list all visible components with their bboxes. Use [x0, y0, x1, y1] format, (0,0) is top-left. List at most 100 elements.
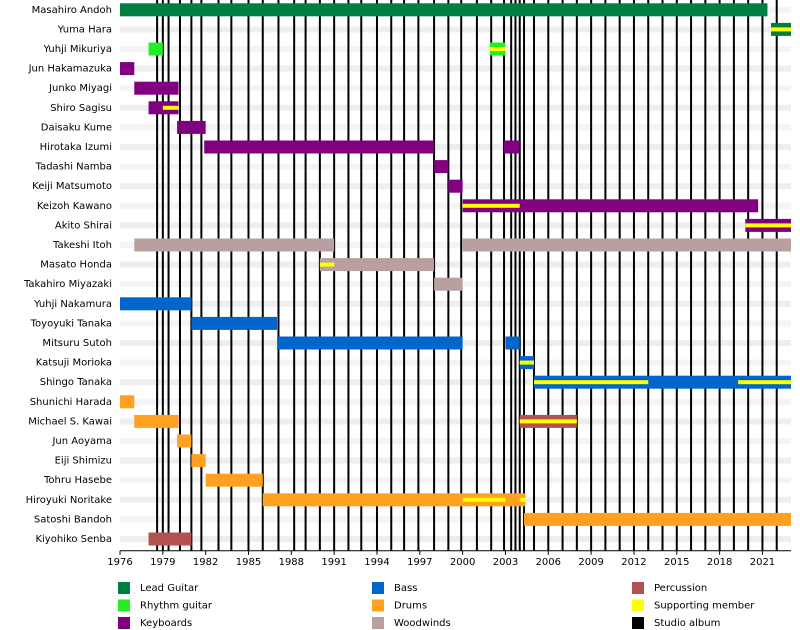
support-stripe [519, 360, 535, 365]
member-label: Junko Miyagi [48, 83, 112, 94]
row-stripe [120, 261, 791, 268]
member-label: Masato Honda [40, 260, 112, 271]
legend-label: Supporting member [654, 601, 755, 612]
member-bar [434, 160, 449, 174]
x-tick-label: 2000 [450, 557, 475, 568]
x-tick-label: 2003 [493, 557, 518, 568]
row-stripe [120, 359, 791, 366]
legend-swatch [372, 582, 384, 594]
member-label: Shunichi Harada [30, 397, 112, 408]
member-bar [319, 258, 435, 272]
row-stripe [120, 85, 791, 92]
member-bar [462, 238, 791, 252]
member-bar [204, 140, 435, 154]
support-stripe [745, 223, 791, 228]
member-label: Hiroyuki Noritake [26, 495, 112, 506]
member-label: Yuma Hara [57, 24, 112, 35]
member-bar [504, 140, 520, 154]
legend-label: Percussion [654, 583, 707, 594]
row-stripe [120, 438, 791, 444]
row-stripe [120, 477, 791, 484]
member-bar [134, 81, 179, 95]
member-label: Toyoyuki Tanaka [30, 318, 112, 329]
row-stripe [120, 320, 791, 327]
member-bar [448, 179, 463, 193]
member-label: Tadashi Namba [35, 162, 112, 173]
member-label: Shingo Tanaka [40, 377, 112, 388]
member-bar [277, 336, 463, 350]
legend-label: Woodwinds [394, 618, 451, 629]
member-label: Jun Hakamazuka [28, 64, 112, 75]
row-stripe [120, 536, 791, 542]
x-tick-label: 1976 [107, 557, 132, 568]
row-stripe [120, 163, 791, 170]
member-label: Tohru Hasebe [43, 475, 112, 486]
member-label: Eiji Shimizu [55, 456, 112, 467]
legend-swatch [372, 617, 384, 629]
member-label: Daisaku Kume [41, 122, 112, 133]
member-label: Keizoh Kawano [37, 201, 112, 212]
x-tick-label: 1985 [236, 557, 261, 568]
support-stripe [319, 262, 335, 267]
support-stripe [771, 27, 791, 32]
legend-label: Studio album [654, 618, 720, 629]
x-tick-label: 1991 [321, 557, 346, 568]
member-label: Shiro Sagisu [50, 103, 112, 114]
member-label: Keiji Matsumoto [32, 181, 112, 192]
support-stripe [519, 497, 526, 502]
member-label: Masahiro Andoh [32, 5, 112, 16]
member-bar [462, 199, 759, 213]
member-bar [505, 336, 520, 350]
x-tick-label: 1994 [364, 557, 389, 568]
legend-swatch [372, 599, 384, 612]
x-tick-label: 2006 [536, 557, 561, 568]
member-bar [262, 493, 526, 507]
member-bar [534, 375, 791, 389]
row-stripe [120, 46, 791, 52]
legend-swatch [118, 617, 130, 629]
member-bar [524, 512, 791, 526]
legend-label: Lead Guitar [140, 583, 199, 594]
row-stripe [120, 457, 791, 464]
member-bar [191, 454, 206, 468]
x-tick-label: 2018 [707, 557, 732, 568]
legend-label: Bass [394, 583, 417, 594]
x-tick-label: 2015 [664, 557, 689, 568]
support-stripe [738, 380, 791, 385]
support-stripe [462, 497, 506, 502]
member-bar [191, 316, 278, 330]
support-stripe [162, 105, 179, 110]
row-stripe [120, 124, 791, 131]
member-bar [205, 473, 263, 487]
member-label: Katsuji Morioka [36, 358, 112, 369]
member-bar [120, 62, 135, 76]
row-stripe [120, 418, 791, 425]
x-tick-label: 1979 [150, 557, 175, 568]
x-tick-label: 1988 [279, 557, 304, 568]
member-label: Takahiro Miyazaki [23, 279, 112, 290]
legend-label: Rhythm guitar [140, 601, 213, 612]
x-tick-label: 2009 [578, 557, 603, 568]
support-stripe [489, 47, 506, 51]
row-stripe [120, 398, 791, 405]
row-stripe [120, 202, 791, 209]
x-tick-label: 1997 [407, 557, 432, 568]
row-stripe [120, 26, 791, 33]
member-bar [120, 395, 135, 409]
member-bar [134, 238, 335, 252]
member-bar [120, 297, 192, 311]
legend-label: Drums [394, 601, 427, 612]
member-label: Jun Aoyama [51, 436, 112, 447]
support-stripe [519, 419, 577, 424]
member-bar [177, 434, 192, 448]
row-stripe [120, 300, 791, 307]
x-tick-label: 2012 [621, 557, 646, 568]
legend-swatch [118, 582, 130, 594]
support-stripe [534, 380, 649, 385]
member-label: Michael S. Kawai [28, 416, 112, 427]
member-bar [177, 120, 206, 134]
member-label: Mitsuru Sutoh [42, 338, 112, 349]
x-tick-label: 1982 [193, 557, 218, 568]
member-label: Yuhji Nakamura [33, 299, 112, 310]
